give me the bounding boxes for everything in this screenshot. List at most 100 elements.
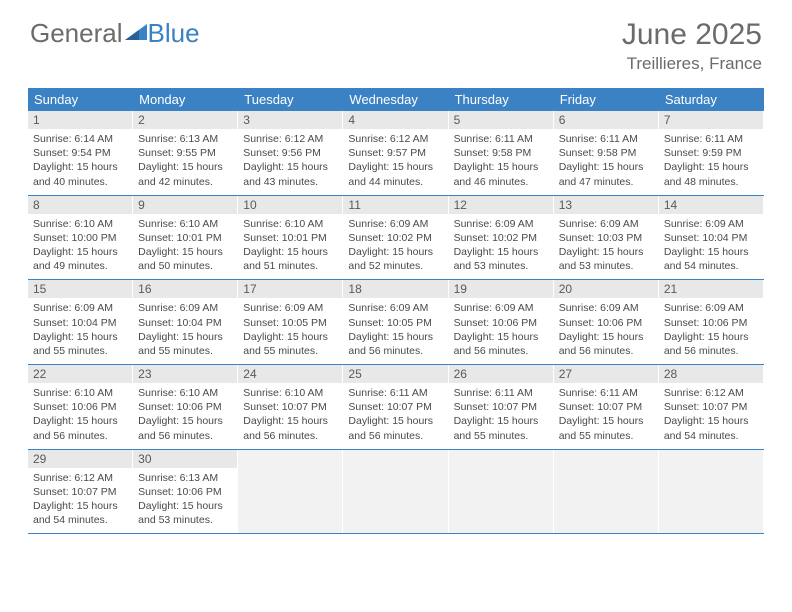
calendar: Sunday Monday Tuesday Wednesday Thursday… <box>28 88 764 534</box>
daylight-line: Daylight: 15 hours and 54 minutes. <box>33 499 127 527</box>
sunset-line: Sunset: 10:06 PM <box>454 316 548 330</box>
day-cell: 9Sunrise: 6:10 AMSunset: 10:01 PMDayligh… <box>133 196 238 280</box>
day-number: 5 <box>449 111 553 129</box>
sunrise-line: Sunrise: 6:12 AM <box>664 386 758 400</box>
sunset-line: Sunset: 10:07 PM <box>33 485 127 499</box>
day-cell: 23Sunrise: 6:10 AMSunset: 10:06 PMDaylig… <box>133 365 238 449</box>
location-subtitle: Treillieres, France <box>622 54 762 74</box>
day-cell: 16Sunrise: 6:09 AMSunset: 10:04 PMDaylig… <box>133 280 238 364</box>
daylight-line: Daylight: 15 hours and 49 minutes. <box>33 245 127 273</box>
day-number: 22 <box>28 365 132 383</box>
day-cell: 10Sunrise: 6:10 AMSunset: 10:01 PMDaylig… <box>238 196 343 280</box>
sunrise-line: Sunrise: 6:11 AM <box>559 386 653 400</box>
weekday-header: Tuesday <box>238 88 343 111</box>
sunset-line: Sunset: 10:06 PM <box>33 400 127 414</box>
day-details: Sunrise: 6:10 AMSunset: 10:00 PMDaylight… <box>28 217 132 274</box>
daylight-line: Daylight: 15 hours and 56 minutes. <box>664 330 758 358</box>
sunrise-line: Sunrise: 6:11 AM <box>454 132 548 146</box>
day-cell: 21Sunrise: 6:09 AMSunset: 10:06 PMDaylig… <box>659 280 764 364</box>
day-cell: 30Sunrise: 6:13 AMSunset: 10:06 PMDaylig… <box>133 450 238 534</box>
logo-triangle-icon <box>125 18 147 49</box>
day-number: 28 <box>659 365 763 383</box>
day-cell: 12 Sunrise: 6:09 AMSunset: 10:02 PMDaylig… <box>449 196 554 280</box>
day-cell: 6Sunrise: 6:11 AMSunset: 9:58 PMDaylight… <box>554 111 659 195</box>
sunset-line: Sunset: 10:07 PM <box>559 400 653 414</box>
day-number: 13 <box>554 196 658 214</box>
sunrise-line: Sunrise: 6:09 AM <box>243 301 337 315</box>
day-cell: 26Sunrise: 6:11 AMSunset: 10:07 PMDaylig… <box>449 365 554 449</box>
weekday-header: Wednesday <box>343 88 448 111</box>
daylight-line: Daylight: 15 hours and 40 minutes. <box>33 160 127 188</box>
day-details: Sunrise: 6:09 AMSunset: 10:02 PMDaylight… <box>449 217 553 274</box>
daylight-line: Daylight: 15 hours and 56 minutes. <box>33 414 127 442</box>
sunset-line: Sunset: 10:04 PM <box>664 231 758 245</box>
day-details: Sunrise: 6:13 AMSunset: 9:55 PMDaylight:… <box>133 132 237 189</box>
day-number: 20 <box>554 280 658 298</box>
day-cell: 17Sunrise: 6:09 AMSunset: 10:05 PMDaylig… <box>238 280 343 364</box>
daylight-line: Daylight: 15 hours and 44 minutes. <box>348 160 442 188</box>
sunset-line: Sunset: 9:57 PM <box>348 146 442 160</box>
sunset-line: Sunset: 10:00 PM <box>33 231 127 245</box>
day-number: 12 <box>449 196 553 214</box>
day-cell: 18Sunrise: 6:09 AMSunset: 10:05 PMDaylig… <box>343 280 448 364</box>
sunset-line: Sunset: 9:58 PM <box>559 146 653 160</box>
daylight-line: Daylight: 15 hours and 54 minutes. <box>664 414 758 442</box>
day-cell: 28 Sunrise: 6:12 AMSunset: 10:07 PMDaylig… <box>659 365 764 449</box>
sunrise-line: Sunrise: 6:10 AM <box>33 386 127 400</box>
sunset-line: Sunset: 9:59 PM <box>664 146 758 160</box>
day-number: 8 <box>28 196 132 214</box>
daylight-line: Daylight: 15 hours and 56 minutes. <box>559 330 653 358</box>
day-cell: 14Sunrise: 6:09 AMSunset: 10:04 PMDaylig… <box>659 196 764 280</box>
daylight-line: Daylight: 15 hours and 52 minutes. <box>348 245 442 273</box>
day-number: 24 <box>238 365 342 383</box>
sunrise-line: Sunrise: 6:11 AM <box>348 386 442 400</box>
daylight-line: Daylight: 15 hours and 54 minutes. <box>664 245 758 273</box>
sunset-line: Sunset: 9:56 PM <box>243 146 337 160</box>
day-number: 21 <box>659 280 763 298</box>
day-number: 19 <box>449 280 553 298</box>
daylight-line: Daylight: 15 hours and 55 minutes. <box>33 330 127 358</box>
day-details: Sunrise: 6:12 AMSunset: 10:07 PMDaylight… <box>659 386 763 443</box>
day-cell: 4Sunrise: 6:12 AMSunset: 9:57 PMDaylight… <box>343 111 448 195</box>
day-number: 27 <box>554 365 658 383</box>
day-details: Sunrise: 6:10 AMSunset: 10:06 PMDaylight… <box>133 386 237 443</box>
day-number: 3 <box>238 111 342 129</box>
weekday-header: Sunday <box>28 88 133 111</box>
daylight-line: Daylight: 15 hours and 56 minutes. <box>348 330 442 358</box>
day-number: 25 <box>343 365 447 383</box>
sunset-line: Sunset: 10:06 PM <box>138 400 232 414</box>
daylight-line: Daylight: 15 hours and 43 minutes. <box>243 160 337 188</box>
sunset-line: Sunset: 10:07 PM <box>664 400 758 414</box>
logo-text-1: General <box>30 18 123 49</box>
day-details: Sunrise: 6:09 AMSunset: 10:03 PMDaylight… <box>554 217 658 274</box>
sunrise-line: Sunrise: 6:13 AM <box>138 471 232 485</box>
day-cell-blank <box>449 450 554 534</box>
daylight-line: Daylight: 15 hours and 50 minutes. <box>138 245 232 273</box>
day-number: 4 <box>343 111 447 129</box>
sunrise-line: Sunrise: 6:10 AM <box>138 386 232 400</box>
weekday-header: Friday <box>554 88 659 111</box>
sunset-line: Sunset: 10:07 PM <box>454 400 548 414</box>
day-number: 10 <box>238 196 342 214</box>
sunset-line: Sunset: 10:02 PM <box>348 231 442 245</box>
sunset-line: Sunset: 10:04 PM <box>138 316 232 330</box>
sunset-line: Sunset: 10:06 PM <box>664 316 758 330</box>
week-row: 15Sunrise: 6:09 AMSunset: 10:04 PMDaylig… <box>28 280 764 365</box>
day-number: 9 <box>133 196 237 214</box>
daylight-line: Daylight: 15 hours and 56 minutes. <box>243 414 337 442</box>
day-number: 11 <box>343 196 447 214</box>
week-row: 29Sunrise: 6:12 AMSunset: 10:07 PMDaylig… <box>28 450 764 535</box>
day-cell-blank <box>343 450 448 534</box>
day-cell: 20Sunrise: 6:09 AMSunset: 10:06 PMDaylig… <box>554 280 659 364</box>
sunrise-line: Sunrise: 6:09 AM <box>138 301 232 315</box>
sunrise-line: Sunrise: 6:10 AM <box>33 217 127 231</box>
day-number: 1 <box>28 111 132 129</box>
weekday-header-row: Sunday Monday Tuesday Wednesday Thursday… <box>28 88 764 111</box>
sunrise-line: Sunrise: 6:10 AM <box>243 217 337 231</box>
day-cell: 2Sunrise: 6:13 AMSunset: 9:55 PMDaylight… <box>133 111 238 195</box>
day-cell: 8 Sunrise: 6:10 AMSunset: 10:00 PMDayligh… <box>28 196 133 280</box>
calendar-body: 1Sunrise: 6:14 AMSunset: 9:54 PMDaylight… <box>28 111 764 534</box>
sunrise-line: Sunrise: 6:09 AM <box>559 217 653 231</box>
day-details: Sunrise: 6:10 AMSunset: 10:07 PMDaylight… <box>238 386 342 443</box>
sunrise-line: Sunrise: 6:09 AM <box>559 301 653 315</box>
